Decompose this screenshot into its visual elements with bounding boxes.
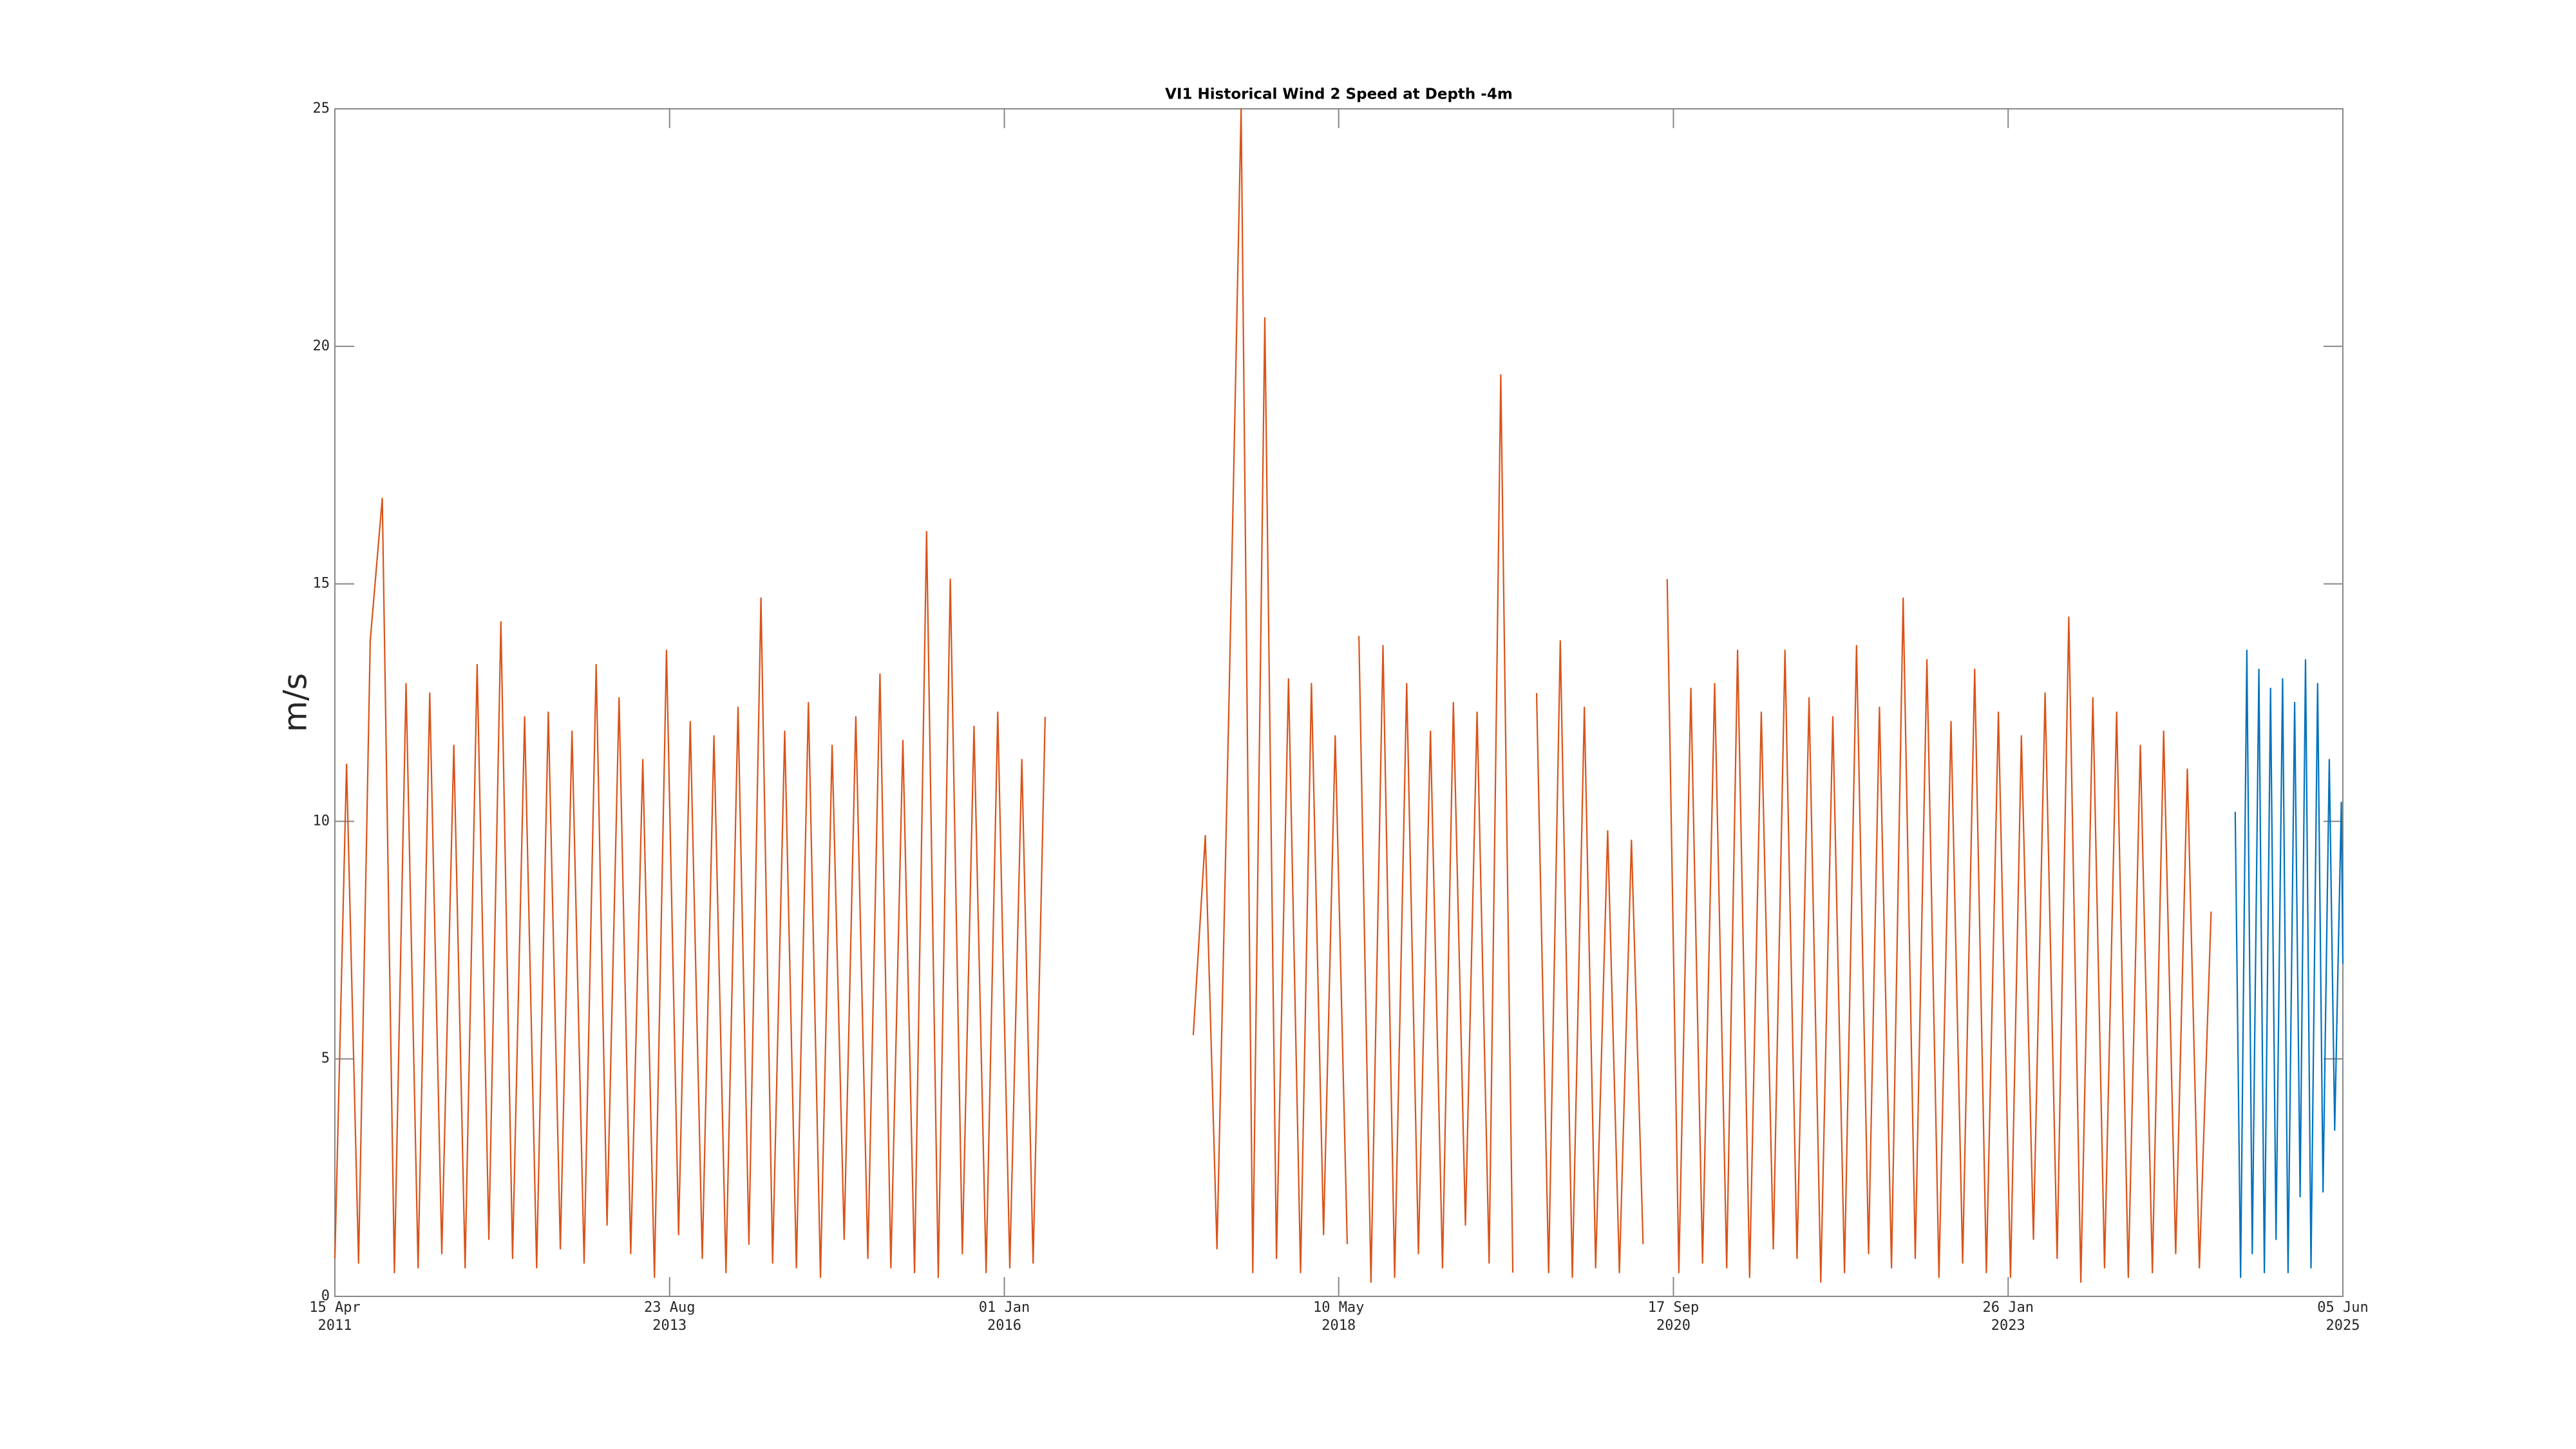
x-tick-label: 26 Jan <box>1982 1300 2033 1316</box>
x-tick-label: 05 Jun <box>2317 1300 2368 1316</box>
x-tick-label: 2016 <box>987 1318 1021 1334</box>
x-tick-label: 2023 <box>1991 1318 2025 1334</box>
y-tick-label: 15 <box>313 576 330 592</box>
y-tick-label: 5 <box>321 1050 330 1066</box>
y-axis-label: m/s <box>277 673 314 732</box>
x-tick-label: 2013 <box>652 1318 687 1334</box>
x-tick-label: 2020 <box>1656 1318 1690 1334</box>
x-tick-label: 15 Apr <box>309 1300 360 1316</box>
y-tick-label: 0 <box>321 1288 330 1304</box>
x-tick-label: 2025 <box>2326 1318 2360 1334</box>
y-tick-label: 10 <box>313 813 330 829</box>
x-tick-label: 17 Sep <box>1648 1300 1699 1316</box>
plot-frame <box>334 108 2344 1297</box>
x-tick-label: 2011 <box>318 1318 352 1334</box>
y-tick-label: 20 <box>313 338 330 354</box>
y-tick-label: 25 <box>313 100 330 117</box>
x-tick-label: 23 Aug <box>644 1300 695 1316</box>
chart-title: VI1 Historical Wind 2 Speed at Depth -4m <box>1165 86 1513 103</box>
x-tick-label: 2018 <box>1321 1318 1356 1334</box>
x-tick-label: 10 May <box>1313 1300 1364 1316</box>
data-line <box>334 108 2212 1283</box>
x-tick-label: 01 Jan <box>979 1300 1030 1316</box>
data-line <box>2234 649 2344 1278</box>
